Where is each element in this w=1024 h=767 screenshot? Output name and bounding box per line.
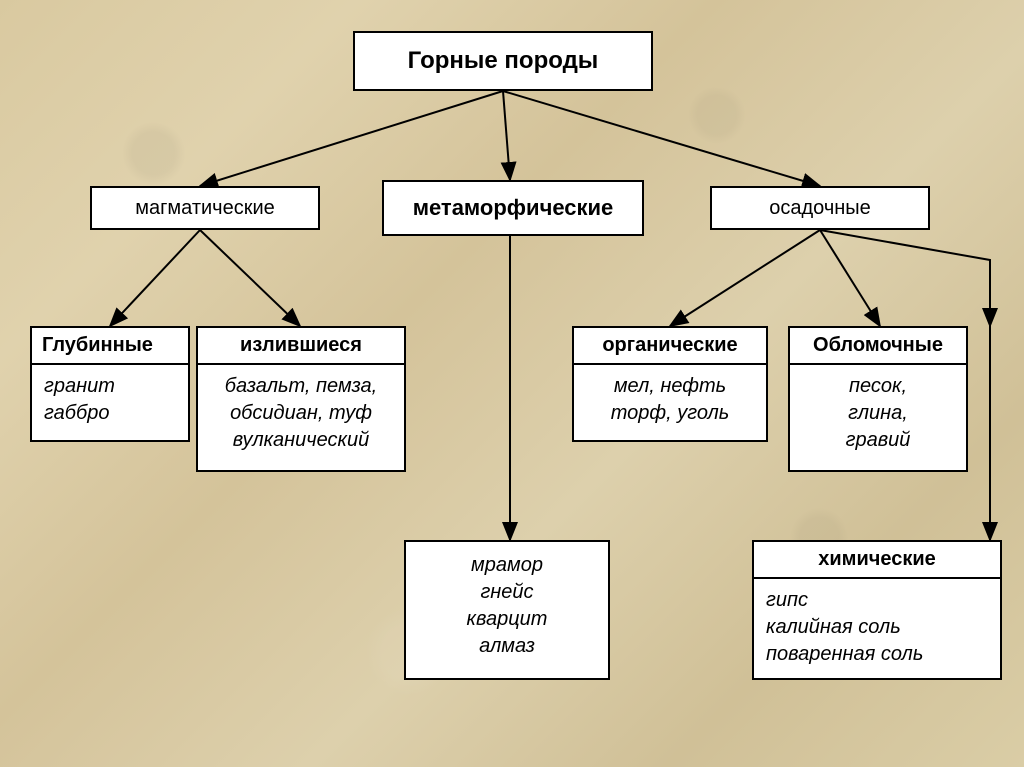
node-magmatic-label: магматические [135, 197, 275, 220]
node-magmatic: магматические [90, 186, 320, 230]
node-metamorphic: метаморфические [382, 180, 644, 236]
node-chemical: химические гипскалийная сольповаренная с… [752, 540, 1002, 680]
node-deep-title: Глубинные [32, 328, 188, 365]
node-chemical-body: гипскалийная сольповаренная соль [754, 579, 1000, 676]
node-metamorphic-label: метаморфические [413, 195, 614, 221]
node-clastic: Обломочные песок,глина,гравий [788, 326, 968, 472]
node-organic: органические мел, нефтьторф, уголь [572, 326, 768, 442]
node-deep: Глубинные гранитгаббро [30, 326, 190, 442]
diagram-canvas: Горные породы магматические метаморфичес… [0, 0, 1024, 767]
node-organic-title: органические [574, 328, 766, 365]
node-sedimentary-label: осадочные [769, 197, 871, 220]
node-clastic-title: Обломочные [790, 328, 966, 365]
node-metamorphic-examples-body: мраморгнейскварциталмаз [406, 542, 608, 670]
node-deep-body: гранитгаббро [32, 365, 188, 435]
node-root-label: Горные породы [408, 47, 599, 75]
node-sedimentary: осадочные [710, 186, 930, 230]
node-extrusive: излившиеся базальт, пемза,обсидиан, туфв… [196, 326, 406, 472]
node-clastic-body: песок,глина,гравий [790, 365, 966, 462]
node-chemical-title: химические [754, 542, 1000, 579]
node-extrusive-body: базальт, пемза,обсидиан, туфвулканически… [198, 365, 404, 462]
node-organic-body: мел, нефтьторф, уголь [574, 365, 766, 435]
node-root: Горные породы [353, 31, 653, 91]
node-metamorphic-examples: мраморгнейскварциталмаз [404, 540, 610, 680]
node-extrusive-title: излившиеся [198, 328, 404, 365]
